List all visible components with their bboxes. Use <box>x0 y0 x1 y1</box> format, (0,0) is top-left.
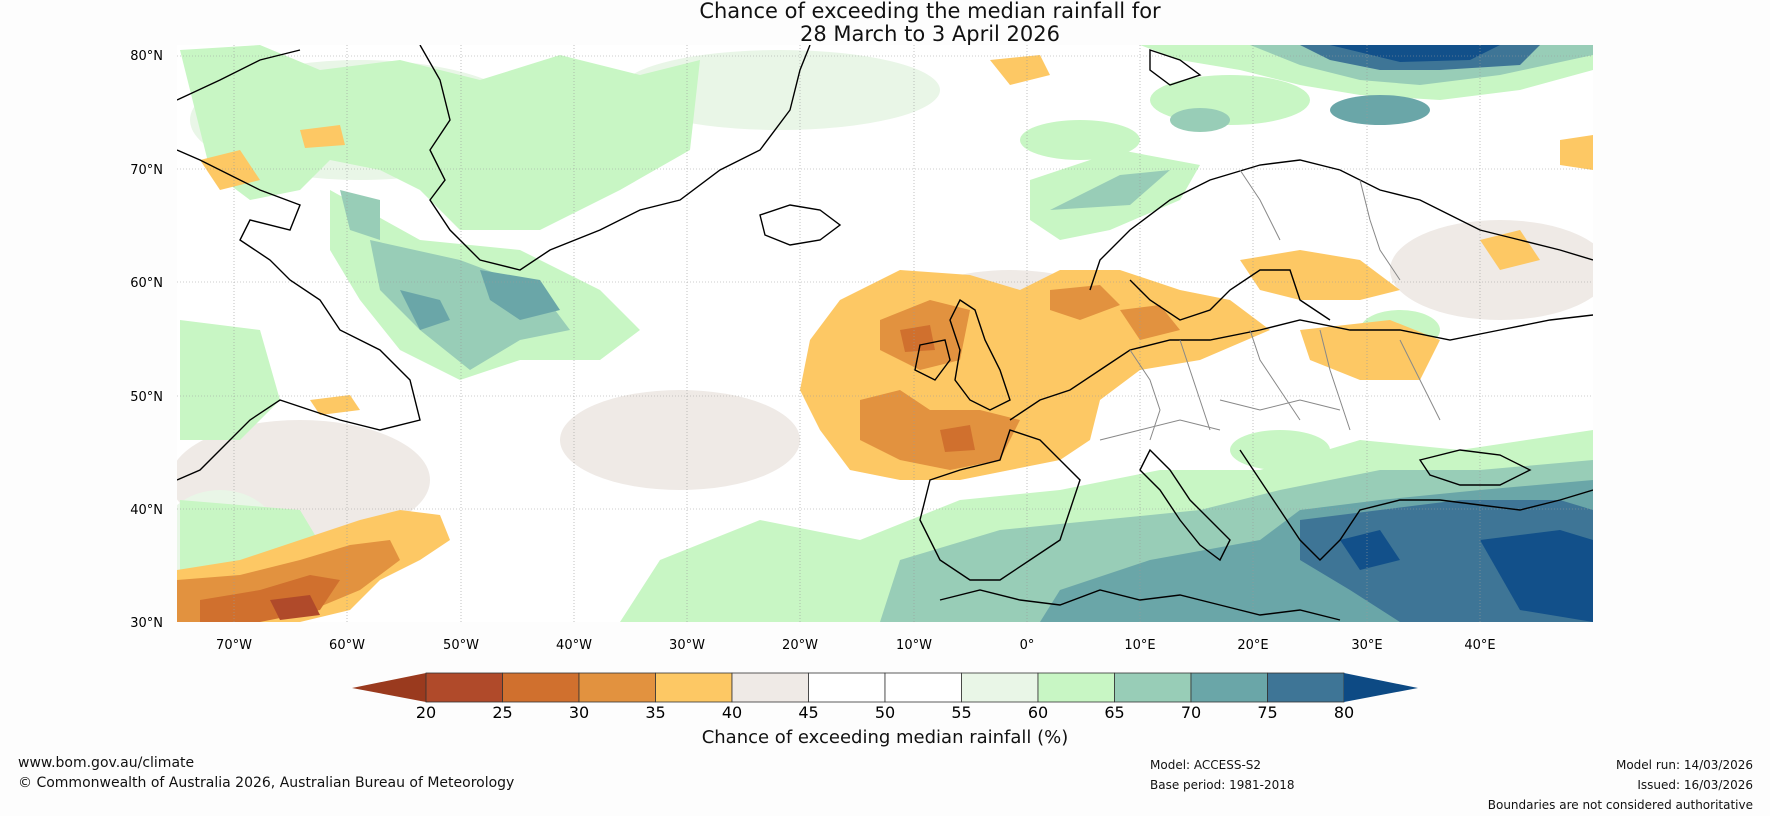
colorbar-segment <box>731 672 809 703</box>
lon-label-70w: 70°W <box>216 638 252 653</box>
lon-label-0: 0° <box>1020 638 1035 653</box>
base-period: Base period: 1981-2018 <box>1150 778 1295 792</box>
graticule <box>177 45 1593 622</box>
probability-fields <box>177 45 1593 622</box>
lon-label-20e: 20°E <box>1237 638 1268 653</box>
title-line-1: Chance of exceeding the median rainfall … <box>699 0 1161 23</box>
colorbar-segment <box>1267 672 1345 703</box>
colorbar-label: Chance of exceeding median rainfall (%) <box>701 727 1069 748</box>
map-title: Chance of exceeding the median rainfall … <box>0 0 1770 46</box>
longitude-labels: 70°W 60°W 50°W 40°W 30°W 20°W 10°W 0° 10… <box>216 638 1496 653</box>
colorbar-tick-label: 80 <box>1334 703 1354 722</box>
lon-label-60w: 60°W <box>329 638 365 653</box>
colorbar-segment <box>961 672 1039 703</box>
model-run-date: Model run: 14/03/2026 <box>1615 758 1753 772</box>
colorbar-ticks: 20 25 30 35 40 45 50 55 60 65 70 75 80 <box>416 703 1354 722</box>
lon-label-10w: 10°W <box>896 638 932 653</box>
colorbar-tick-label: 45 <box>798 703 818 722</box>
lon-label-50w: 50°W <box>443 638 479 653</box>
lon-label-20w: 20°W <box>782 638 818 653</box>
colorbar-segments <box>425 672 1345 703</box>
colorbar-segment <box>502 672 580 703</box>
latitude-labels: 80°N 70°N 60°N 50°N 40°N 30°N <box>130 49 163 631</box>
colorbar-tick-label: 40 <box>722 703 742 722</box>
colorbar-tick-label: 35 <box>645 703 665 722</box>
colorbar-segment <box>1037 672 1115 703</box>
colorbar-tick-label: 25 <box>492 703 512 722</box>
issued-date: Issued: 16/03/2026 <box>1637 778 1753 792</box>
colorbar-tick-label: 70 <box>1181 703 1201 722</box>
colorbar-tick-label: 75 <box>1257 703 1277 722</box>
boundaries-disclaimer: Boundaries are not considered authoritat… <box>1487 798 1753 812</box>
colorbar-segment <box>578 672 656 703</box>
colorbar-segment <box>884 672 962 703</box>
title-line-2: 28 March to 3 April 2026 <box>800 22 1060 46</box>
colorbar-segment <box>655 672 733 703</box>
lat-label-80: 80°N <box>130 49 163 64</box>
lon-label-30w: 30°W <box>669 638 705 653</box>
colorbar-tick-label: 50 <box>875 703 895 722</box>
lon-label-40e: 40°E <box>1464 638 1495 653</box>
lat-label-40: 40°N <box>130 503 163 518</box>
colorbar: 20 25 30 35 40 45 50 55 60 65 70 75 80 <box>352 672 1418 722</box>
lat-label-30: 30°N <box>130 616 163 631</box>
colorbar-segment <box>1190 672 1268 703</box>
colorbar-under-arrow <box>352 673 426 702</box>
website-link[interactable]: www.bom.gov.au/climate <box>18 755 195 771</box>
colorbar-over-arrow <box>1344 673 1418 702</box>
footer-model-info: Model: ACCESS-S2 Base period: 1981-2018 <box>1150 755 1295 795</box>
footer-left: www.bom.gov.au/climate © Commonwealth of… <box>18 753 514 793</box>
colorbar-tick-label: 60 <box>1028 703 1048 722</box>
lat-label-60: 60°N <box>130 276 163 291</box>
colorbar-tick-label: 30 <box>569 703 589 722</box>
colorbar-segment <box>1114 672 1192 703</box>
lon-label-40w: 40°W <box>556 638 592 653</box>
lat-label-70: 70°N <box>130 163 163 178</box>
copyright-text: © Commonwealth of Australia 2026, Austra… <box>18 775 515 791</box>
model-name: Model: ACCESS-S2 <box>1150 758 1262 772</box>
lon-label-30e: 30°E <box>1351 638 1382 653</box>
lon-label-10e: 10°E <box>1124 638 1155 653</box>
colorbar-tick-label: 55 <box>951 703 971 722</box>
country-borders <box>1099 169 1441 441</box>
colorbar-segment <box>808 672 886 703</box>
colorbar-tick-label: 65 <box>1104 703 1124 722</box>
colorbar-tick-label: 20 <box>416 703 436 722</box>
footer-issue-info: Model run: 14/03/2026 Issued: 16/03/2026… <box>1488 755 1753 815</box>
colorbar-segment <box>425 672 503 703</box>
lat-label-50: 50°N <box>130 390 163 405</box>
coastlines <box>177 45 1593 621</box>
